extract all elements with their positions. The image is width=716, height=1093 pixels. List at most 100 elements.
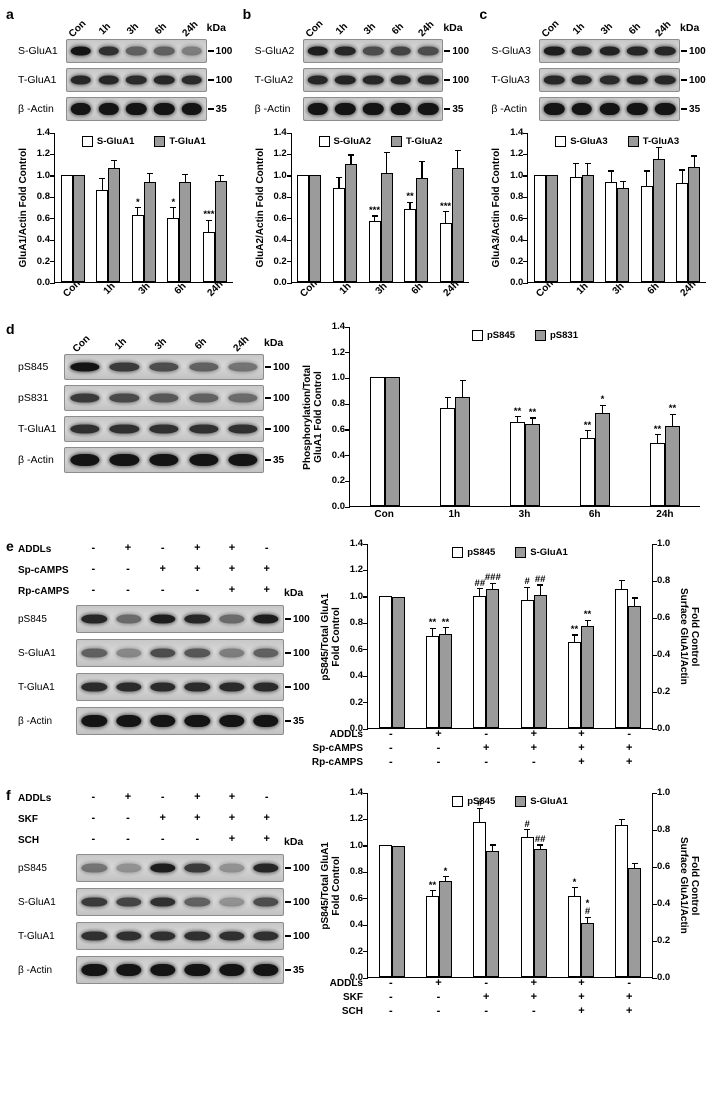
blot-strip [64,416,264,442]
lane-label: 24h [416,19,437,40]
y-axis-title-text: GluA3/Actin Fold Control [491,148,503,268]
marker-tick [285,935,291,937]
error-bar-cap [584,430,591,432]
y-tick-label: 1.4 [273,127,287,138]
plot-row: 0.0 0.2 0.4 0.6 0.8 1.0 1.2 1.4 ** ** ** ** * ** pS845… [324,322,700,512]
treatment-label: Rp-cAMPS [18,586,70,597]
x-matrix-row: ADDLs - + - + + - [330,728,653,743]
blot-row: T-GluA2 100 [255,68,470,92]
blot-band [418,103,439,115]
error-bar-cap [134,206,141,209]
treatment-sign: - [91,812,96,824]
x-matrix-sign: + [530,742,538,754]
blot-band [153,46,175,56]
error-bar [575,164,577,177]
significance-label: ** [513,405,522,417]
y-axis-title: pS845/Total GluA1 Fold Control [320,793,342,978]
y-tick-label: 1.2 [349,564,363,576]
lane-label: 1h [570,21,587,38]
blot-row-label: T-GluA1 [18,930,55,942]
marker-value: 100 [689,74,706,86]
y-axis: 0.0 0.2 0.4 0.6 0.8 1.0 1.2 1.4 [502,128,527,288]
error-bar-cap [654,434,661,436]
marker-value: 100 [293,681,310,693]
blot-row-label: S-GluA2 [254,45,295,57]
x-tick-label: 6h [409,280,426,297]
y-tick-mark [523,196,529,198]
bar-T-GluA1 [214,181,227,282]
chart-main: 0.0 0.2 0.4 0.6 0.8 1.0 1.2 1.4 * * *** S-GluA1 T-Gl… [29,128,233,309]
x-matrix-sign: - [436,1005,441,1017]
error-bar-cap [182,173,189,175]
x-matrix-row: SCH - - - - + + [342,1005,653,1020]
blot-band [362,103,384,115]
panel-c: c Con 1h 3h 6h 24h kDa S-GluA3 100 T-GluA3 100 β -… [479,6,712,309]
chart-main: 0.0 0.2 0.4 0.6 0.8 1.0 1.2 1.4 ** ** ** ** * ** pS845… [324,322,700,522]
error-bar-cap [679,169,686,171]
molecular-weight-marker: 100 [284,614,312,625]
x-matrix-sign: - [436,991,441,1003]
error-bar-cap [442,626,449,629]
lane-label: 24h [180,19,201,40]
bar-pS831 [525,423,540,506]
y2-tick-mark [652,543,657,545]
blot-band [150,682,176,692]
blot-band [390,75,411,85]
blot-band [115,863,142,873]
marker-tick [285,652,291,654]
marker-tick [285,867,291,869]
legend-label: S-GluA2 [333,136,372,147]
blot-row-label: T-GluA1 [18,74,57,86]
lane-label: 24h [653,19,674,40]
marker-tick [207,108,214,110]
blot-band [150,648,176,658]
bar-S-GluA3 [605,182,618,282]
lane-labels: Con 1h 3h 6h 24h [66,10,207,40]
y2-tick-mark [652,903,657,905]
legend-label: S-GluA1 [530,796,568,807]
significance-label: ** [441,616,450,628]
significance-label: ** [428,617,437,629]
y-axis-title-text: Phosphorylation/Total GluA1 Fold Control [302,364,324,470]
error-bar [586,917,589,924]
bar-pS845 [650,443,665,506]
blot-band [181,75,203,85]
y-tick-mark [50,175,55,177]
error-bar [539,585,541,595]
y-tick-label: 1.0 [331,372,345,384]
marker-value: 35 [215,103,227,115]
error-bar [444,877,447,881]
chart-main: 0.0 0.2 0.4 0.6 0.8 1.0 1.2 1.4 ** ## # ** ** ### ## **… [312,539,678,771]
y-tick-mark [50,196,55,198]
significance-label: ** [583,609,592,621]
marker-value: 100 [452,74,470,86]
y-tick-label: 1.2 [349,813,363,825]
panel-e-bar-chart: pS845/Total GluA1 Fold Control 0.0 0.2 0.4 0… [312,539,700,771]
blot-band [253,964,279,976]
blot-band [543,46,565,56]
y-axis-title: GluA3/Actin Fold Control [491,133,502,283]
x-tick-label: 3h [373,280,390,297]
error-bar-cap [620,181,627,183]
y2-axis: 0.0 0.2 0.4 0.6 0.8 1.0 [653,539,678,734]
molecular-weight-marker: 100 [264,424,294,435]
error-bar [409,202,411,210]
blot-strip [302,39,444,63]
blot-band [150,863,176,873]
treatment-values: - - - - + + [76,833,284,848]
x-matrix-sign: - [531,1005,536,1017]
y-tick-label: 0.8 [349,617,363,629]
molecular-weight-marker: 35 [443,104,469,115]
y-tick-label: 0.6 [36,212,50,224]
error-bar-cap [691,155,698,157]
error-bar-cap [371,215,378,217]
error-bar-cap [99,177,106,180]
blot-band [253,682,279,692]
y2-tick-label: 0.8 [657,824,671,835]
x-matrix-label: ADDLs [329,729,363,740]
legend-swatch [318,136,330,147]
blot-band [571,75,593,85]
y-tick-label: 0.4 [510,234,524,246]
blot-row-label: pS845 [18,613,47,625]
y-tick-label: 1.2 [331,346,345,358]
